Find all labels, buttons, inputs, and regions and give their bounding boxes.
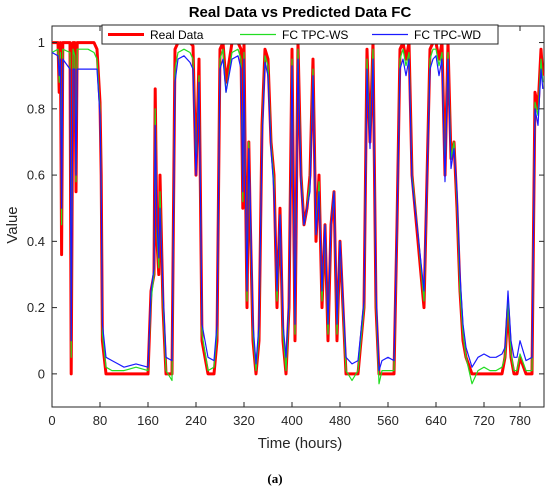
y-tick-label: 0.2 [27,300,45,315]
figure-caption: (a) [267,471,282,486]
x-tick-label: 0 [48,413,55,428]
x-tick-label: 480 [329,413,351,428]
x-tick-label: 780 [509,413,531,428]
x-axis: 0 80 160 240 320 400 480 560 640 720 780 [48,26,531,428]
x-tick-label: 160 [137,413,159,428]
series-layer [51,41,545,385]
y-tick-label: 0.6 [27,168,45,183]
x-tick-label: 240 [185,413,207,428]
y-tick-label: 0.8 [27,101,45,116]
y-tick-label: 0 [38,366,45,381]
x-tick-label: 400 [281,413,303,428]
x-axis-label: Time (hours) [258,435,342,452]
x-tick-label: 320 [233,413,255,428]
legend-label-2: FC TPC-WS [282,28,348,42]
y-axis: 0 0.2 0.4 0.6 0.8 1 [27,35,544,381]
x-tick-label: 640 [425,413,447,428]
legend: Real Data FC TPC-WS FC TPC-WD [101,24,499,45]
y-tick-label: 0.4 [27,234,45,249]
series-line-3 [51,51,544,372]
legend-box [101,24,499,45]
y-axis-label: Value [4,206,21,243]
x-tick-label: 720 [473,413,495,428]
y-tick-label: 1 [38,35,45,50]
legend-label-1: Real Data [150,28,204,42]
x-tick-label: 80 [93,413,107,428]
chart-title: Real Data vs Predicted Data FC [189,4,412,21]
x-tick-label: 560 [377,413,399,428]
plot-area: 0 80 160 240 320 400 480 560 640 720 780 0 0.2 0.4 0.… [27,25,545,428]
legend-label-3: FC TPC-WD [414,28,481,42]
